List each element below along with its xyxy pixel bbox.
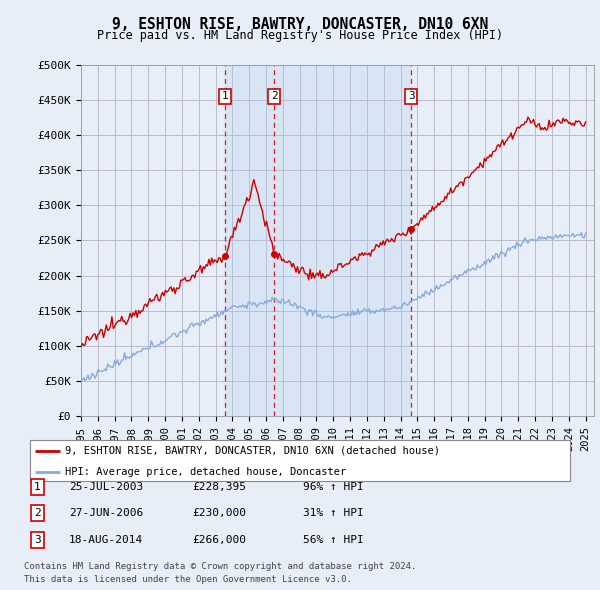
Text: HPI: Average price, detached house, Doncaster: HPI: Average price, detached house, Donc… <box>65 467 346 477</box>
Text: This data is licensed under the Open Government Licence v3.0.: This data is licensed under the Open Gov… <box>24 575 352 584</box>
Text: 2: 2 <box>34 509 41 518</box>
Text: 2: 2 <box>271 91 278 101</box>
Text: 56% ↑ HPI: 56% ↑ HPI <box>303 535 364 545</box>
Text: 96% ↑ HPI: 96% ↑ HPI <box>303 482 364 491</box>
Text: 3: 3 <box>34 535 41 545</box>
Text: 31% ↑ HPI: 31% ↑ HPI <box>303 509 364 518</box>
Text: 1: 1 <box>221 91 229 101</box>
Text: 25-JUL-2003: 25-JUL-2003 <box>69 482 143 491</box>
Bar <box>225 65 274 416</box>
Text: 9, ESHTON RISE, BAWTRY, DONCASTER, DN10 6XN (detached house): 9, ESHTON RISE, BAWTRY, DONCASTER, DN10 … <box>65 445 440 455</box>
Text: 3: 3 <box>408 91 415 101</box>
Text: £228,395: £228,395 <box>192 482 246 491</box>
Text: 27-JUN-2006: 27-JUN-2006 <box>69 509 143 518</box>
Text: Price paid vs. HM Land Registry's House Price Index (HPI): Price paid vs. HM Land Registry's House … <box>97 30 503 42</box>
Bar <box>274 65 411 416</box>
Text: £266,000: £266,000 <box>192 535 246 545</box>
Text: 18-AUG-2014: 18-AUG-2014 <box>69 535 143 545</box>
Text: 9, ESHTON RISE, BAWTRY, DONCASTER, DN10 6XN: 9, ESHTON RISE, BAWTRY, DONCASTER, DN10 … <box>112 17 488 31</box>
Text: £230,000: £230,000 <box>192 509 246 518</box>
Text: 1: 1 <box>34 482 41 491</box>
Text: Contains HM Land Registry data © Crown copyright and database right 2024.: Contains HM Land Registry data © Crown c… <box>24 562 416 571</box>
